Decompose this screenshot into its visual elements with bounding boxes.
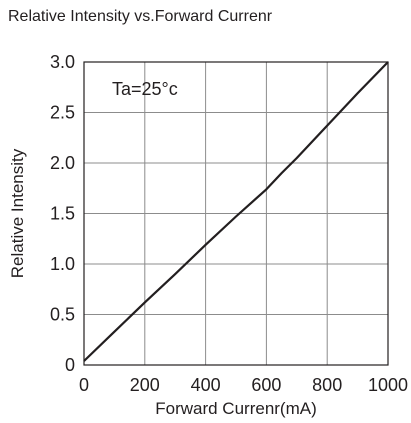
y-tick-label: 1.0 (50, 254, 75, 274)
y-tick-label: 2.5 (50, 103, 75, 123)
x-tick-label: 1000 (368, 375, 408, 395)
temperature-annotation: Ta=25°c (112, 79, 178, 99)
y-tick-label: 0 (65, 355, 75, 375)
x-axis-label: Forward Currenr(mA) (155, 399, 317, 418)
series-line-1 (83, 61, 389, 362)
x-tick-labels: 0 200 400 600 800 1000 (79, 375, 408, 395)
grid-lines (84, 62, 388, 365)
x-tick-label: 200 (130, 375, 160, 395)
y-tick-label: 3.0 (50, 52, 75, 72)
y-tick-labels: 0 0.5 1.0 1.5 2.0 2.5 3.0 (50, 52, 75, 375)
y-tick-label: 2.0 (50, 153, 75, 173)
x-tick-label: 600 (251, 375, 281, 395)
y-tick-label: 0.5 (50, 305, 75, 325)
plot-frame (83, 61, 389, 366)
y-tick-label: 1.5 (50, 204, 75, 224)
y-axis-label: Relative Intensity (8, 148, 27, 278)
x-tick-label: 0 (79, 375, 89, 395)
series-layer (83, 61, 389, 362)
x-tick-label: 400 (191, 375, 221, 395)
x-tick-label: 800 (312, 375, 342, 395)
chart-title: Relative Intensity vs.Forward Currenr (8, 8, 273, 25)
